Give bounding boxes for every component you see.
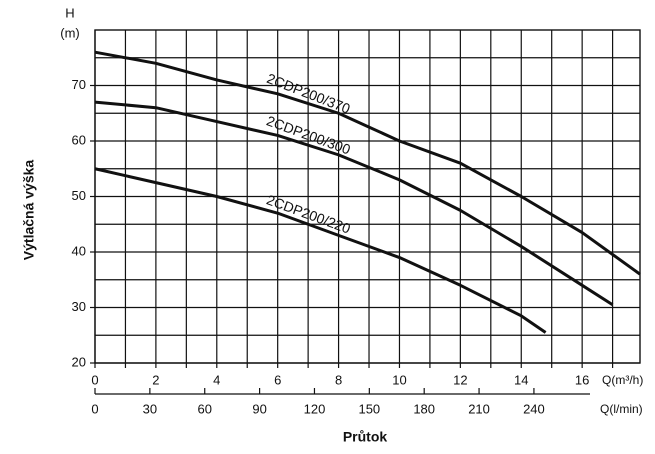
x2-tick-label: 150 [358,401,380,416]
y-axis-label: Výtlačná výška [21,160,37,261]
x2-tick-label: 240 [523,401,545,416]
x-unit: Q(m³/h) [602,373,643,387]
y-unit: H [65,5,74,20]
y-tick-label: 50 [72,188,86,203]
x2-tick-label: 120 [304,401,326,416]
x-tick-label: 2 [152,372,159,387]
x-tick-label: 8 [335,372,342,387]
y-tick-label: 40 [72,243,86,258]
x2-tick-label: 210 [468,401,490,416]
x-tick-label: 6 [274,372,281,387]
curve [94,100,614,306]
x2-tick-label: 0 [91,401,98,416]
curve [94,167,547,334]
curve [94,50,641,276]
y-tick-label: 20 [72,354,86,369]
x-tick-label: 4 [213,372,220,387]
y-tick-label: 70 [72,77,86,92]
x-tick-label: 16 [575,372,589,387]
x2-tick-label: 180 [413,401,435,416]
x-tick-label: 10 [392,372,406,387]
x2-tick-label: 90 [252,401,266,416]
x-axis-label: Průtok [343,429,388,445]
x-tick-label: 0 [91,372,98,387]
y-tick-label: 60 [72,132,86,147]
x2-tick-label: 60 [197,401,211,416]
x2-unit: Q(l/min) [600,402,643,416]
x2-tick-label: 30 [143,401,157,416]
x-tick-label: 12 [453,372,467,387]
y-unit: (m) [60,25,80,40]
x-tick-label: 14 [514,372,528,387]
y-tick-label: 30 [72,299,86,314]
